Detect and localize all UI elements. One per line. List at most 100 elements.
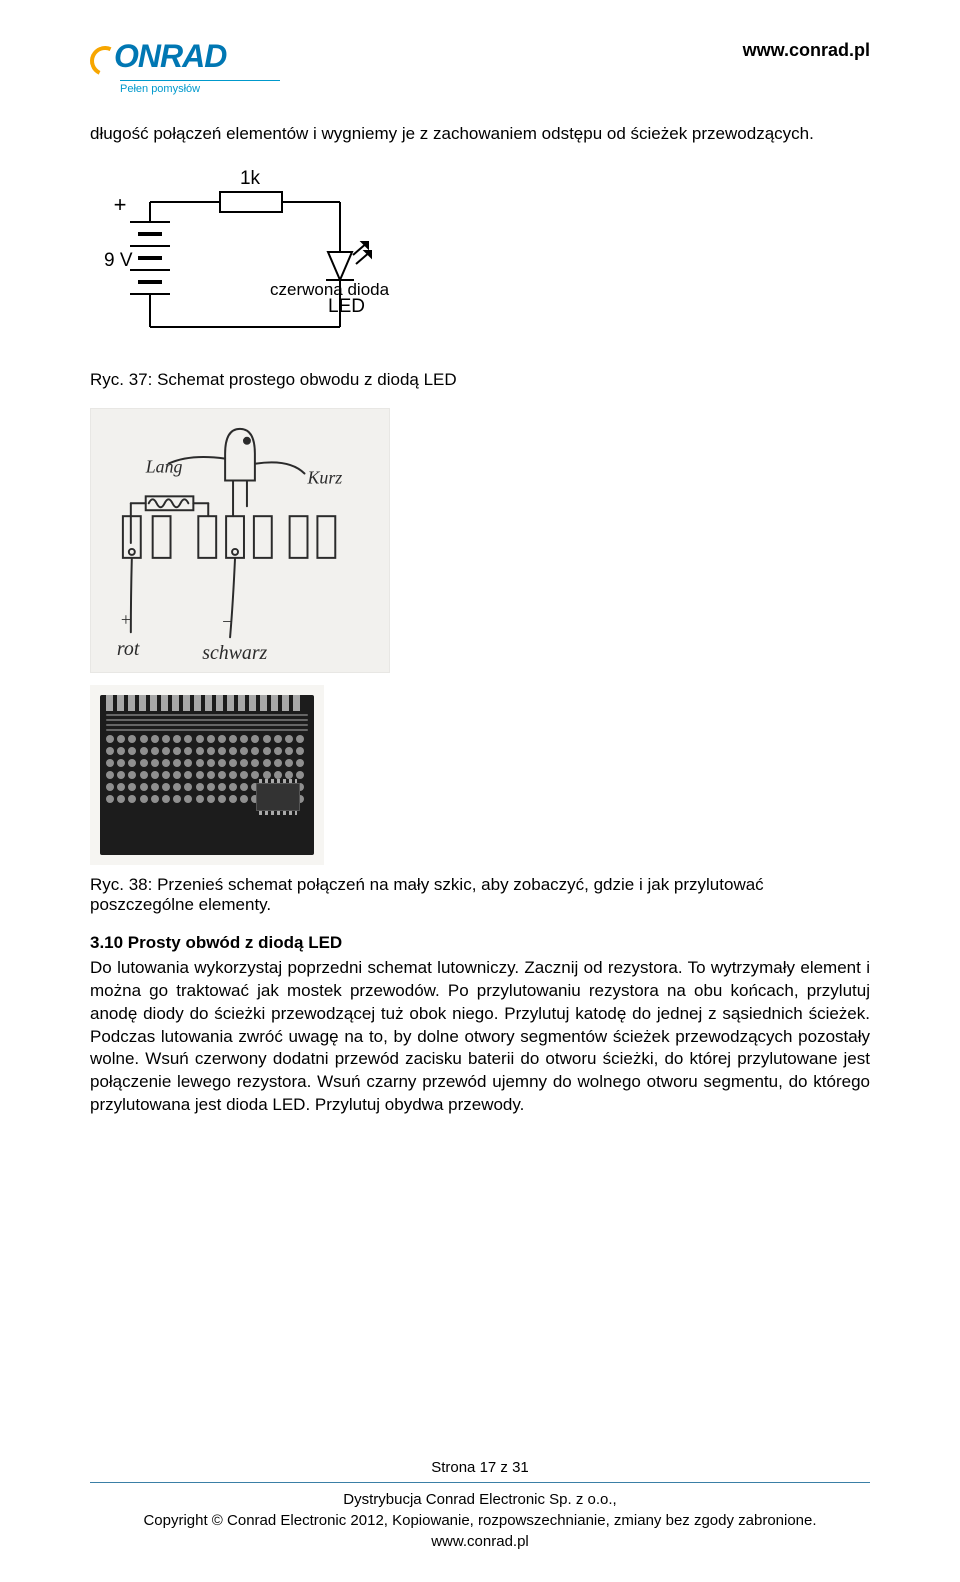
intro-paragraph: długość połączeń elementów i wygniemy je… bbox=[90, 123, 870, 146]
pcb-pad bbox=[184, 783, 192, 791]
pcb-pad bbox=[140, 771, 148, 779]
pcb-pad bbox=[263, 759, 271, 767]
voltage-plus: + bbox=[114, 192, 127, 217]
pcb-pad bbox=[184, 759, 192, 767]
pcb-connector bbox=[205, 695, 212, 711]
pcb-pad bbox=[106, 771, 114, 779]
page-header: ONRAD Pełen pomysłów www.conrad.pl bbox=[90, 40, 870, 95]
pcb-pad bbox=[184, 795, 192, 803]
pcb-pad bbox=[218, 771, 226, 779]
pcb-pad bbox=[251, 759, 259, 767]
pcb-pad bbox=[173, 771, 181, 779]
footer-divider bbox=[90, 1482, 870, 1483]
pcb-pad bbox=[218, 747, 226, 755]
pcb-pad bbox=[162, 783, 170, 791]
pcb-pad bbox=[162, 771, 170, 779]
pcb-pad bbox=[128, 771, 136, 779]
pcb-pad bbox=[285, 747, 293, 755]
pcb-pad-row bbox=[100, 771, 314, 779]
pcb-pad bbox=[274, 759, 282, 767]
pcb-pad bbox=[240, 783, 248, 791]
pcb-pad bbox=[251, 747, 259, 755]
figure-hand-sketch: Lang Kurz + rot − schwarz bbox=[90, 408, 390, 673]
pcb-pad bbox=[274, 747, 282, 755]
pcb-pad bbox=[184, 735, 192, 743]
pcb-connector bbox=[260, 695, 267, 711]
pcb-trace bbox=[106, 714, 308, 716]
pcb-pad bbox=[207, 747, 215, 755]
pcb-pad bbox=[128, 759, 136, 767]
pcb-connector bbox=[139, 695, 146, 711]
pcb-pad bbox=[106, 735, 114, 743]
page-root: ONRAD Pełen pomysłów www.conrad.pl długo… bbox=[0, 0, 960, 1582]
pcb-pad bbox=[229, 735, 237, 743]
pcb-connector bbox=[216, 695, 223, 711]
pcb-board bbox=[100, 695, 314, 855]
pcb-trace bbox=[106, 719, 308, 721]
pcb-pad bbox=[106, 795, 114, 803]
pcb-connector-row bbox=[100, 695, 314, 711]
pcb-pad bbox=[296, 771, 304, 779]
caption-fig-37: Ryc. 37: Schemat prostego obwodu z diodą… bbox=[90, 370, 870, 390]
pcb-pad bbox=[274, 771, 282, 779]
pcb-pad bbox=[162, 795, 170, 803]
figure-circuit-schematic: 1k + 9 V LED czerwona dioda bbox=[90, 162, 410, 362]
pcb-pad bbox=[229, 795, 237, 803]
pcb-pad bbox=[296, 747, 304, 755]
pcb-pad bbox=[117, 771, 125, 779]
page-footer: Strona 17 z 31 Dystrybucja Conrad Electr… bbox=[90, 1459, 870, 1552]
pcb-pad bbox=[196, 771, 204, 779]
pcb-pad bbox=[173, 735, 181, 743]
pcb-pad bbox=[240, 771, 248, 779]
pcb-pad bbox=[240, 759, 248, 767]
pcb-pad bbox=[151, 759, 159, 767]
pcb-pad bbox=[184, 747, 192, 755]
pcb-pad bbox=[151, 747, 159, 755]
pcb-connector bbox=[249, 695, 256, 711]
pcb-pad bbox=[106, 747, 114, 755]
pcb-connector bbox=[194, 695, 201, 711]
pcb-pad-row bbox=[100, 747, 314, 755]
pcb-pad bbox=[207, 795, 215, 803]
pcb-pad bbox=[128, 783, 136, 791]
footer-line-3: www.conrad.pl bbox=[90, 1531, 870, 1552]
logo-text: ONRAD bbox=[114, 38, 226, 74]
logo: ONRAD Pełen pomysłów bbox=[90, 40, 280, 95]
sketch-label-plus: + bbox=[121, 609, 131, 629]
figure-pcb bbox=[90, 685, 324, 865]
header-url: www.conrad.pl bbox=[743, 40, 870, 61]
pcb-pad bbox=[207, 771, 215, 779]
logo-wordmark: ONRAD bbox=[90, 40, 226, 78]
pcb-pad bbox=[196, 759, 204, 767]
pcb-pad bbox=[296, 735, 304, 743]
pcb-pad bbox=[240, 795, 248, 803]
pcb-pad bbox=[251, 771, 259, 779]
pcb-pad bbox=[207, 759, 215, 767]
pcb-pad bbox=[117, 747, 125, 755]
pcb-pad bbox=[106, 783, 114, 791]
sketch-label-minus: − bbox=[222, 611, 232, 631]
pcb-pad bbox=[285, 759, 293, 767]
pcb-pad bbox=[263, 771, 271, 779]
pcb-pad bbox=[151, 771, 159, 779]
voltage-label: 9 V bbox=[104, 250, 133, 271]
pcb-pad bbox=[285, 771, 293, 779]
pcb-connector bbox=[161, 695, 168, 711]
pcb-pad bbox=[196, 735, 204, 743]
pcb-pad bbox=[240, 747, 248, 755]
resistor-label: 1k bbox=[240, 168, 261, 189]
pcb-pad bbox=[296, 759, 304, 767]
pcb-pad bbox=[218, 783, 226, 791]
pcb-connector bbox=[106, 695, 113, 711]
pcb-pad bbox=[229, 771, 237, 779]
pcb-pad bbox=[207, 783, 215, 791]
pcb-pad bbox=[117, 795, 125, 803]
section-body: Do lutowania wykorzystaj poprzedni schem… bbox=[90, 957, 870, 1118]
pcb-pad bbox=[162, 735, 170, 743]
pcb-trace bbox=[106, 729, 308, 731]
pcb-pad bbox=[251, 735, 259, 743]
pcb-connector bbox=[128, 695, 135, 711]
sketch-label-lang: Lang bbox=[145, 456, 183, 476]
pcb-pad bbox=[196, 783, 204, 791]
footer-line-1: Dystrybucja Conrad Electronic Sp. z o.o.… bbox=[90, 1489, 870, 1510]
